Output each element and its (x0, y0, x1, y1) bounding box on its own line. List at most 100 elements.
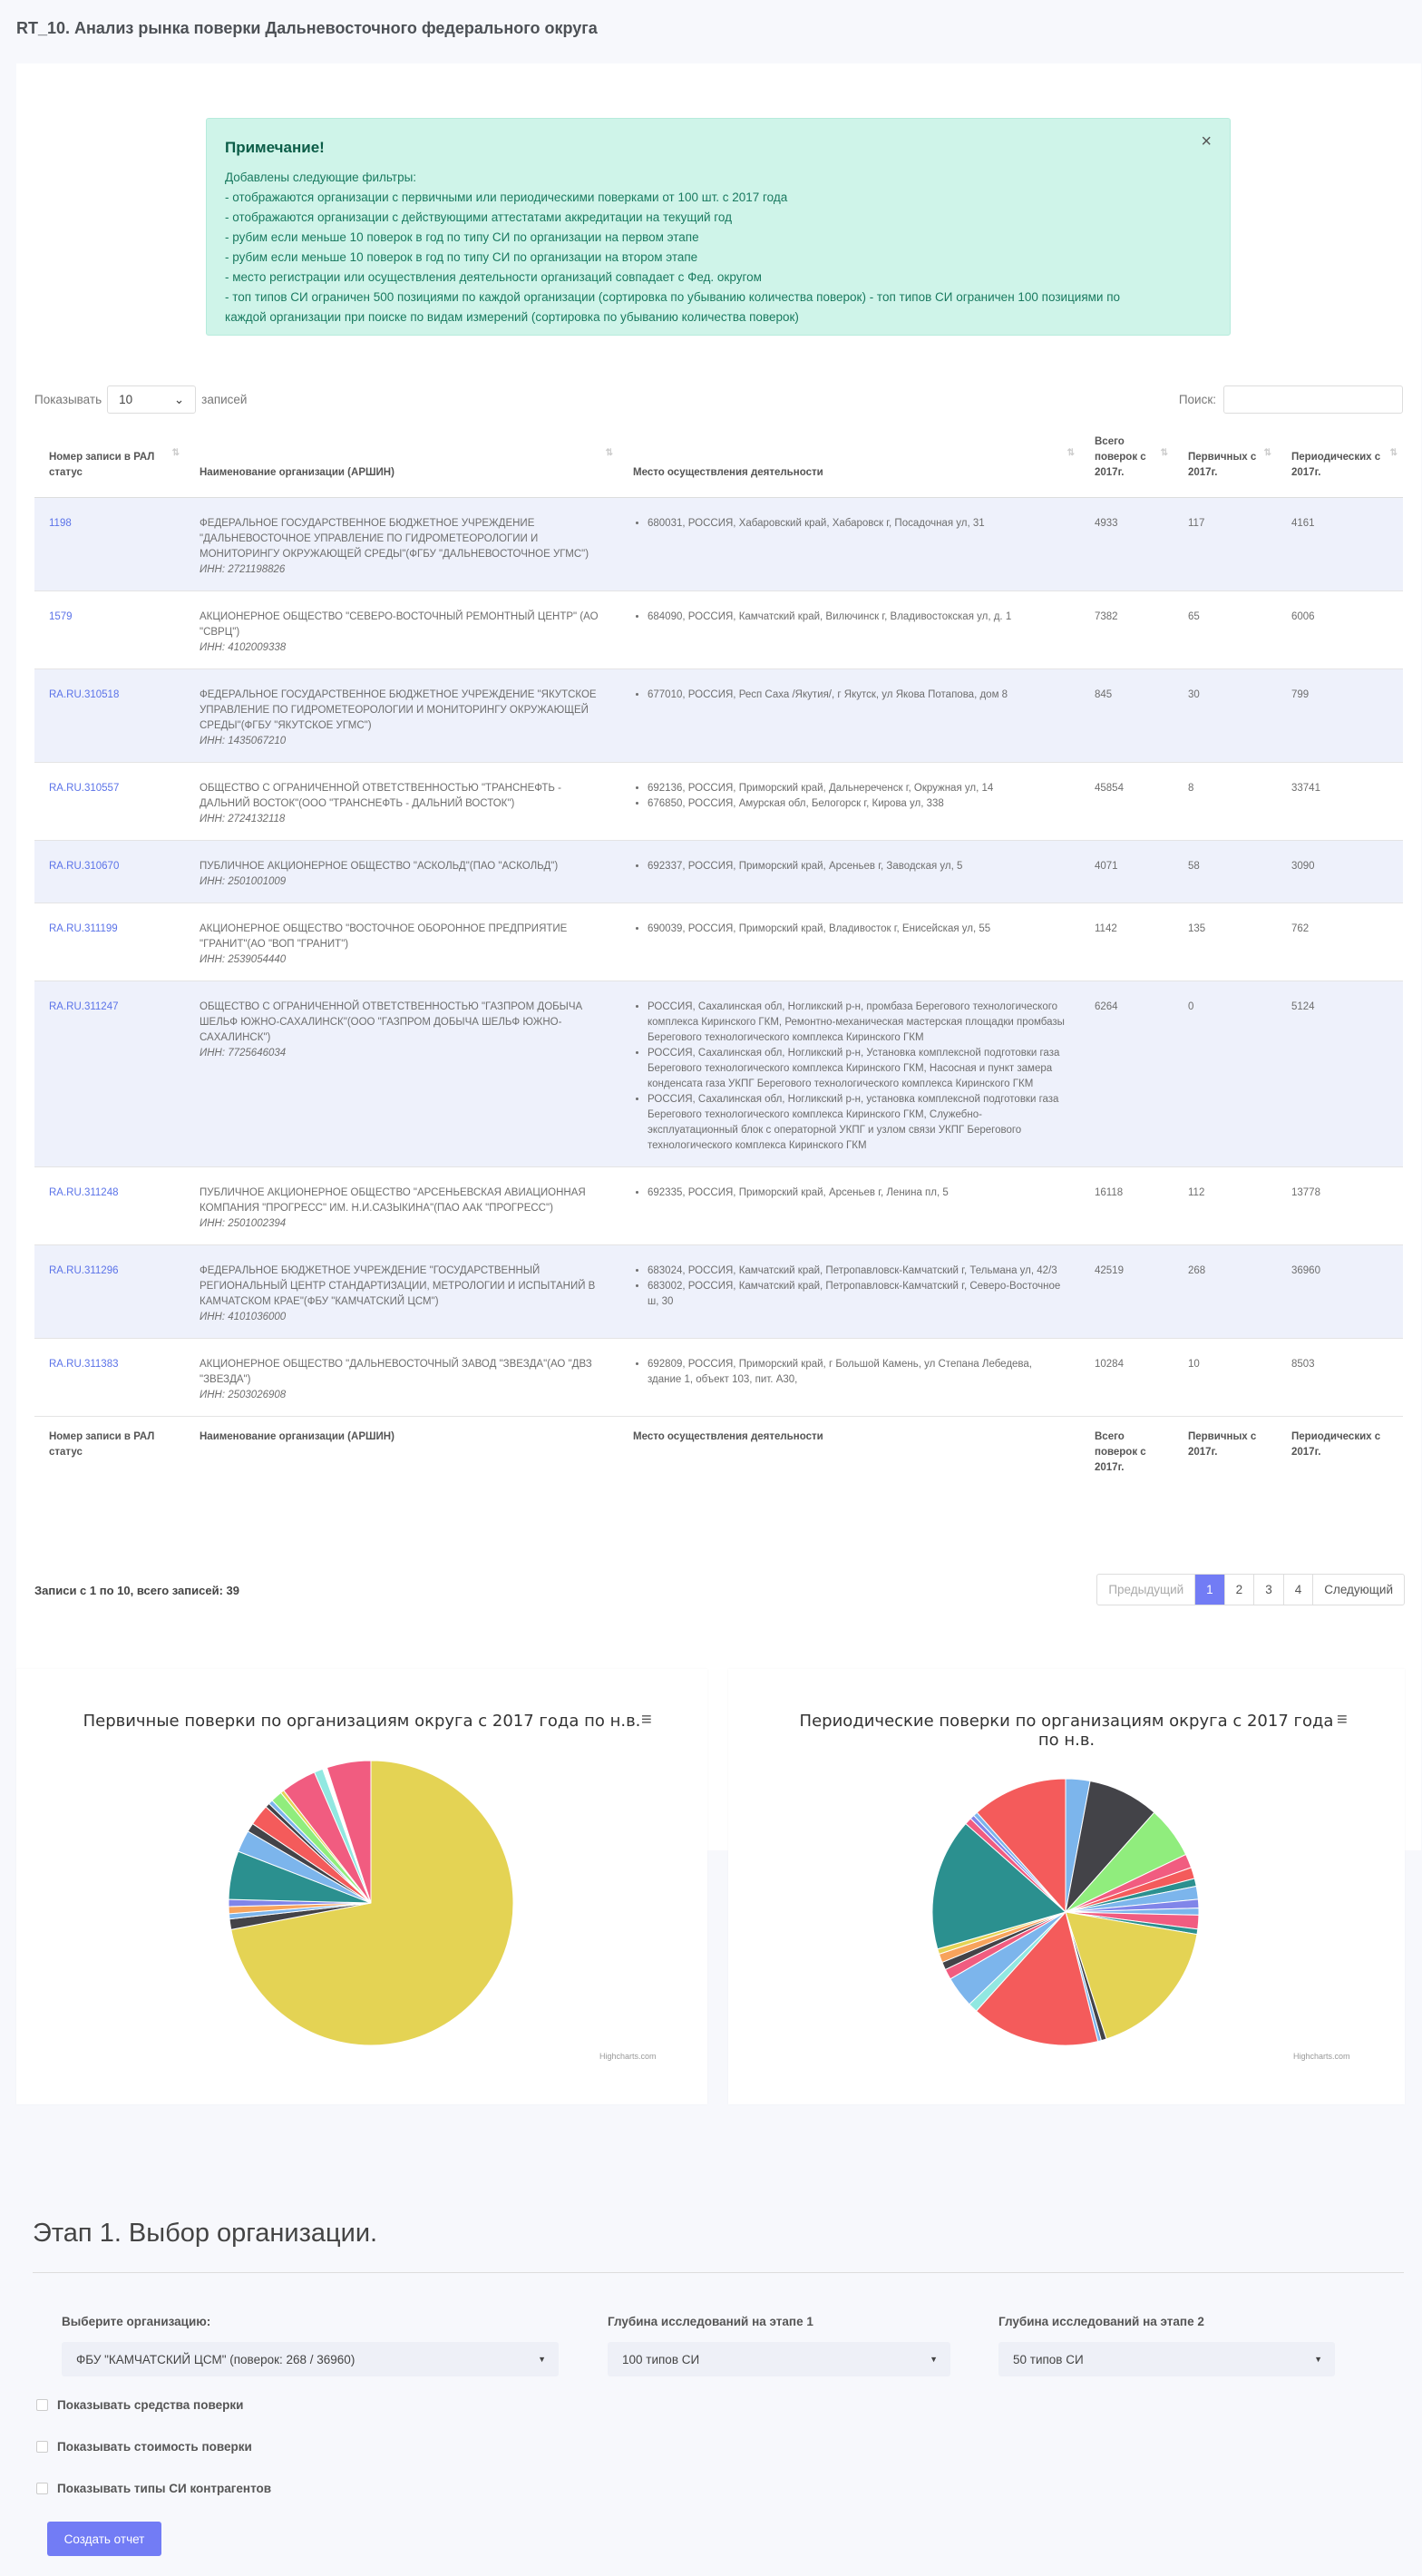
periodic-pie-chart (931, 1778, 1200, 2046)
pie-slice[interactable] (931, 1822, 1067, 1950)
org-select[interactable]: ФБУ "КАМЧАТСКИЙ ЦСМ" (поверок: 268 / 369… (62, 2342, 559, 2376)
close-icon[interactable]: × (1201, 132, 1212, 151)
show-cost-checkbox[interactable]: Показывать стоимость поверки (36, 2440, 252, 2454)
pagination-page[interactable]: 4 (1284, 1575, 1314, 1605)
org-inn: ИНН: 7725646034 (200, 1048, 287, 1059)
checkbox-icon[interactable] (36, 2483, 48, 2494)
checkbox-icon[interactable] (36, 2399, 48, 2411)
sort-icon[interactable]: ⇅ (1389, 448, 1398, 458)
sort-icon[interactable]: ⇅ (605, 448, 613, 458)
table-row: RA.RU.311248 ПУБЛИЧНОЕ АКЦИОНЕРНОЕ ОБЩЕСТ… (34, 1166, 1403, 1245)
search-input[interactable] (1223, 385, 1403, 414)
column-label: Первичных с 2017г. (1188, 1431, 1257, 1458)
sort-icon[interactable]: ⇅ (1160, 448, 1168, 458)
org-name: ФЕДЕРАЛЬНОЕ ГОСУДАРСТВЕННОЕ БЮДЖЕТНОЕ УЧ… (200, 518, 589, 560)
depth1-select[interactable]: 100 типов СИ ▼ (608, 2342, 950, 2376)
chart-credits[interactable]: Highcharts.com (599, 2052, 657, 2061)
cell-record: 1579 (34, 590, 185, 669)
pagination-page[interactable]: 3 (1254, 1575, 1284, 1605)
column-header[interactable]: Периодических с 2017г. ⇅ (1277, 427, 1403, 498)
chart-credits[interactable]: Highcharts.com (1293, 2052, 1350, 2061)
pie-slice[interactable] (976, 1778, 1066, 1914)
record-link[interactable]: RA.RU.310518 (49, 689, 120, 700)
cell-org: ОБЩЕСТВО С ОГРАНИЧЕННОЙ ОТВЕТСТВЕННОСТЬЮ… (185, 981, 618, 1167)
menu-icon[interactable]: ≡ (641, 1710, 652, 1730)
record-link[interactable]: RA.RU.310670 (49, 861, 120, 872)
cell-places: 680031, РОССИЯ, Хабаровский край, Хабаро… (618, 497, 1080, 591)
pie-slice[interactable] (326, 1760, 372, 1904)
places-list: 680031, РОССИЯ, Хабаровский край, Хабаро… (633, 516, 1067, 532)
record-link[interactable]: RA.RU.310557 (49, 783, 120, 794)
places-list: 692335, РОССИЯ, Приморский край, Арсенье… (633, 1186, 1067, 1201)
table-row: RA.RU.310518 ФЕДЕРАЛЬНОЕ ГОСУДАРСТВЕННОЕ … (34, 668, 1403, 763)
cell-total: 16118 (1080, 1166, 1174, 1245)
places-list: 692136, РОССИЯ, Приморский край, Дальнер… (633, 781, 1067, 812)
checkbox-icon[interactable] (36, 2441, 48, 2453)
pie-slice[interactable] (230, 1760, 514, 2046)
places-list: РОССИЯ, Сахалинская обл, Ногликский р-н,… (633, 1000, 1067, 1154)
column-header[interactable]: Всего поверок с 2017г. ⇅ (1080, 427, 1174, 498)
pagination-page[interactable]: 1 (1195, 1575, 1225, 1605)
cell-primary: 112 (1174, 1166, 1277, 1245)
depth2-select[interactable]: 50 типов СИ ▼ (998, 2342, 1335, 2376)
note-lines: Добавлены следующие фильтры: - отображают… (225, 168, 1212, 327)
record-link[interactable]: RA.RU.311383 (49, 1359, 119, 1370)
sort-icon[interactable]: ⇅ (1263, 448, 1271, 458)
place-item: 680031, РОССИЯ, Хабаровский край, Хабаро… (648, 516, 1067, 532)
sort-icon[interactable]: ⇅ (1066, 448, 1075, 458)
cell-record: 1198 (34, 497, 185, 591)
menu-icon[interactable]: ≡ (1337, 1710, 1348, 1730)
column-header[interactable]: Номер записи в РАЛ статус ⇅ (34, 427, 185, 498)
column-footer: Первичных с 2017г. (1174, 1416, 1277, 1492)
pagination-next[interactable]: Следующий (1324, 1583, 1393, 1596)
pie-slices (228, 1760, 514, 2046)
caret-down-icon: ▼ (538, 2355, 546, 2364)
show-counterparty-types-checkbox[interactable]: Показывать типы СИ контрагентов (36, 2482, 271, 2495)
note-line: - рубим если меньше 10 поверок в год по … (225, 230, 699, 244)
record-link[interactable]: RA.RU.311247 (49, 1001, 119, 1012)
sort-icon[interactable]: ⇅ (171, 448, 180, 458)
cell-primary: 58 (1174, 840, 1277, 903)
cell-record: RA.RU.311248 (34, 1166, 185, 1245)
column-label: Номер записи в РАЛ статус (49, 452, 155, 478)
place-item: 683002, РОССИЯ, Камчатский край, Петропа… (648, 1279, 1067, 1310)
cell-places: РОССИЯ, Сахалинская обл, Ногликский р-н,… (618, 981, 1080, 1167)
pie-slice[interactable] (975, 1910, 1099, 2046)
column-header[interactable]: Место осуществления деятельности ⇅ (618, 427, 1080, 498)
pagination-prev[interactable]: Предыдущий (1097, 1575, 1196, 1605)
column-label: Всего поверок с 2017г. (1095, 1431, 1146, 1473)
note-line: - топ типов СИ ограничен 500 позициями п… (225, 290, 1121, 304)
cell-periodic: 5124 (1277, 981, 1403, 1167)
cell-places: 684090, РОССИЯ, Камчатский край, Вилючин… (618, 590, 1080, 669)
table-row: RA.RU.311383 АКЦИОНЕРНОЕ ОБЩЕСТВО "ДАЛЬНЕ… (34, 1338, 1403, 1417)
column-header[interactable]: Первичных с 2017г. ⇅ (1174, 427, 1277, 498)
record-link[interactable]: RA.RU.311296 (49, 1265, 119, 1276)
record-link[interactable]: 1579 (49, 611, 73, 622)
table-row: RA.RU.311199 АКЦИОНЕРНОЕ ОБЩЕСТВО "ВОСТОЧ… (34, 903, 1403, 981)
cell-org: АКЦИОНЕРНОЕ ОБЩЕСТВО "СЕВЕРО-ВОСТОЧНЫЙ Р… (185, 590, 618, 669)
cell-primary: 135 (1174, 903, 1277, 981)
record-link[interactable]: RA.RU.311199 (49, 923, 118, 934)
cell-total: 1142 (1080, 903, 1174, 981)
pagination-page[interactable]: 2 (1225, 1575, 1255, 1605)
cell-org: АКЦИОНЕРНОЕ ОБЩЕСТВО "ВОСТОЧНОЕ ОБОРОННО… (185, 903, 618, 981)
cell-total: 42519 (1080, 1244, 1174, 1339)
cell-record: RA.RU.311383 (34, 1338, 185, 1417)
note-line: каждой организации при поиске по видам и… (225, 310, 799, 324)
show-tools-checkbox[interactable]: Показывать средства поверки (36, 2398, 243, 2412)
page-length-select[interactable]: 10 ⌄ (107, 385, 197, 414)
column-header[interactable]: Наименование организации (АРШИН) ⇅ (185, 427, 618, 498)
pie-slice[interactable] (1065, 1911, 1198, 2040)
note-title: Примечание! (225, 139, 325, 156)
table-search: Поиск: (1179, 385, 1403, 414)
periodic-pie-card: Периодические поверки по организациям ок… (728, 1669, 1405, 2104)
note-alert: Примечание! Добавлены следующие фильтры:… (206, 118, 1231, 336)
divider (33, 2272, 1404, 2273)
cell-total: 6264 (1080, 981, 1174, 1167)
record-link[interactable]: 1198 (49, 518, 72, 529)
cell-org: ФЕДЕРАЛЬНОЕ БЮДЖЕТНОЕ УЧРЕЖДЕНИЕ "ГОСУДА… (185, 1244, 618, 1339)
create-report-button[interactable]: Создать отчет (47, 2522, 161, 2556)
cell-periodic: 3090 (1277, 840, 1403, 903)
column-footer: Периодических с 2017г. (1277, 1416, 1403, 1492)
record-link[interactable]: RA.RU.311248 (49, 1187, 119, 1198)
